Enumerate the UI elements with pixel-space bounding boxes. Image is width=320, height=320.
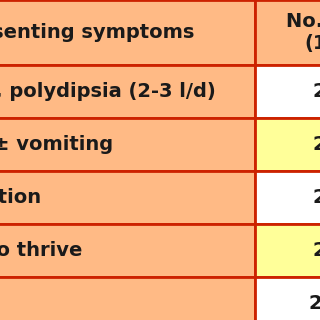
Text: 29(100%): 29(100%) bbox=[313, 135, 320, 154]
Bar bbox=[0, 65, 255, 118]
Bar bbox=[255, 118, 320, 171]
Bar bbox=[0, 277, 255, 320]
Text: Polyuria, polydipsia (2-3 l/d): Polyuria, polydipsia (2-3 l/d) bbox=[0, 82, 216, 101]
Bar bbox=[255, 65, 320, 118]
Text: Failure to thrive: Failure to thrive bbox=[0, 241, 82, 260]
Bar bbox=[0, 118, 255, 171]
Text: Nausea ± vomiting: Nausea ± vomiting bbox=[0, 135, 113, 154]
Bar bbox=[0, 224, 255, 277]
Bar bbox=[255, 0, 320, 65]
Bar bbox=[0, 171, 255, 224]
Bar bbox=[0, 0, 255, 65]
Text: 29(100%): 29(100%) bbox=[313, 188, 320, 207]
Text: Dehydration: Dehydration bbox=[0, 188, 41, 207]
Text: 22(75.8%): 22(75.8%) bbox=[309, 294, 320, 313]
Bar bbox=[255, 224, 320, 277]
Bar bbox=[255, 277, 320, 320]
Text: No.of patients
(100%=29): No.of patients (100%=29) bbox=[286, 12, 320, 53]
Text: Presenting symptoms: Presenting symptoms bbox=[0, 23, 195, 42]
Bar bbox=[255, 171, 320, 224]
Text: 29(100%): 29(100%) bbox=[313, 82, 320, 101]
Text: 29(100%): 29(100%) bbox=[313, 241, 320, 260]
